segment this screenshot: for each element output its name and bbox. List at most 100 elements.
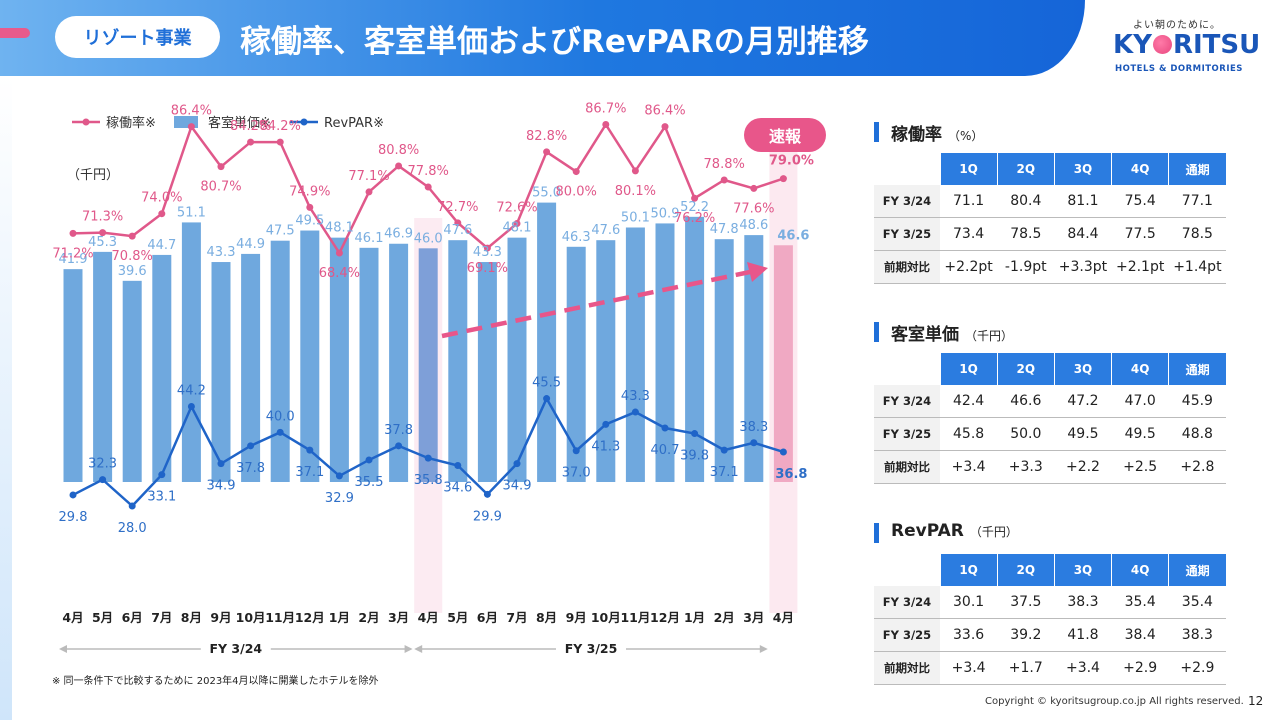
table-cell: 49.5 [1054,417,1112,451]
table-heading: 稼働率 （%） [874,120,983,145]
legend-label-0: 稼働率※ [106,115,156,131]
row-header: FY 3/25 [874,417,940,451]
occupancy-point [69,229,77,237]
revpar-label: 36.8 [775,467,807,482]
logo-sun-icon [1152,35,1172,54]
occupancy-point [631,167,639,175]
table-cell: 33.6 [940,618,998,652]
legend-label-2: RevPAR※ [324,116,384,131]
room-rate-bar [270,240,290,482]
table-header-row: 1Q 2Q 3Q 4Q 通期 [874,554,1226,586]
table-cell: +2.9 [1168,651,1226,685]
table-cell: +3.4 [1054,651,1112,685]
month-label: 10月 [591,610,621,625]
row-header: 前期対比 [874,651,940,685]
occupancy-point [513,220,521,228]
table-row: 前期対比 +3.4 +3.3 +2.2 +2.5 +2.8 [874,450,1226,484]
revpar-point [691,430,699,438]
room-rate-label: 50.9 [651,206,680,221]
table-cell: 49.5 [1111,417,1169,451]
table-cell: 77.5 [1111,217,1169,251]
column-header: 4Q [1111,353,1169,385]
room-rate-label: 44.9 [236,237,265,252]
table-corner [874,153,940,185]
revpar-label: 33.1 [147,490,176,505]
occupancy-label: 71.2% [52,246,93,261]
month-label: 12月 [650,610,680,625]
revpar-label: 40.7 [651,443,680,458]
table-row: 前期対比 +2.2pt -1.9pt +3.3pt +2.1pt +1.4pt [874,250,1226,284]
table-row: 前期対比 +3.4 +1.7 +3.4 +2.9 +2.9 [874,651,1226,685]
revpar-label: 37.8 [384,423,413,438]
occupancy-label: 84.2% [230,119,271,134]
occupancy-label: 82.8% [526,129,567,144]
table-cell: 42.4 [940,385,998,418]
month-label: 4月 [62,610,83,625]
table-title: 稼働率 [891,125,942,145]
occupancy-label: 79.0% [769,154,814,169]
room-rate-bar [211,262,231,482]
revpar-point [187,403,195,411]
occupancy-label: 77.8% [408,164,449,179]
occupancy-point [158,210,166,218]
occupancy-point [454,219,462,227]
revpar-point [365,456,373,464]
revpar-point [750,439,758,447]
table-heading: RevPAR （千円） [874,521,1018,545]
section-tag: リゾート事業 [55,16,220,58]
table-cell: +1.7 [997,651,1055,685]
revpar-point [454,461,462,469]
room-rate-bar [685,216,705,482]
occupancy-point [691,194,699,202]
column-header: 通期 [1168,554,1226,586]
revpar-label: 37.8 [236,461,265,476]
revpar-point [720,446,728,454]
header: リゾート事業 稼働率、客室単価およびRevPARの月別推移 よい朝のために。 K… [0,0,1280,76]
room-rate-bar [744,235,764,482]
table-cell: 37.5 [997,586,1055,619]
column-header: 2Q [996,153,1055,185]
table-cell: +2.9 [1111,651,1169,685]
month-label: 2月 [358,610,379,625]
occupancy-label: 80.8% [378,143,419,158]
page-title: 稼働率、客室単価およびRevPARの月別推移 [240,24,869,60]
row-header: 前期対比 [874,250,940,284]
occupancy-point [99,229,107,237]
revpar-point [543,395,551,403]
room-rate-bar [448,240,468,482]
month-label: 5月 [92,610,113,625]
room-rate-label: 50.1 [621,210,650,225]
occupancy-label: 69.1% [467,261,508,276]
occupancy-label: 84.2% [260,119,301,134]
logo-name: KY RITSU [1113,30,1260,60]
occupancy-label: 80.1% [615,184,656,199]
revpar-label: 35.5 [355,475,384,490]
table-cell: 84.4 [1054,217,1112,251]
revpar-label: 38.3 [739,420,768,435]
table-cell: 38.4 [1111,618,1169,652]
revpar-label: 45.5 [532,376,561,391]
table-cell: +2.1pt [1111,250,1169,284]
column-header: 2Q [996,554,1055,586]
revpar-label: 37.0 [562,466,591,481]
room-rate-label: 49.5 [295,214,324,229]
revpar-point [631,408,639,416]
month-label: 4月 [773,610,794,625]
legend-marker-2 [300,118,308,126]
side-decoration [0,76,12,720]
revpar-label: 35.8 [414,473,443,488]
month-label: 7月 [151,610,172,625]
revpar-label: 39.8 [680,449,709,464]
table-unit: （千円） [969,525,1018,539]
revpar-point [306,446,314,454]
occupancy-label: 77.1% [348,169,389,184]
fy-bracket-arrow-left [59,645,67,653]
month-label: 11月 [620,610,650,625]
revpar-label: 40.0 [266,409,295,424]
room-rate-bar [389,243,409,482]
room-rate-bar [93,251,113,482]
revpar-point [158,471,166,479]
table-cell: -1.9pt [997,250,1055,284]
trend-arrow-head [747,262,768,282]
table-header-row: 1Q 2Q 3Q 4Q 通期 [874,153,1226,185]
